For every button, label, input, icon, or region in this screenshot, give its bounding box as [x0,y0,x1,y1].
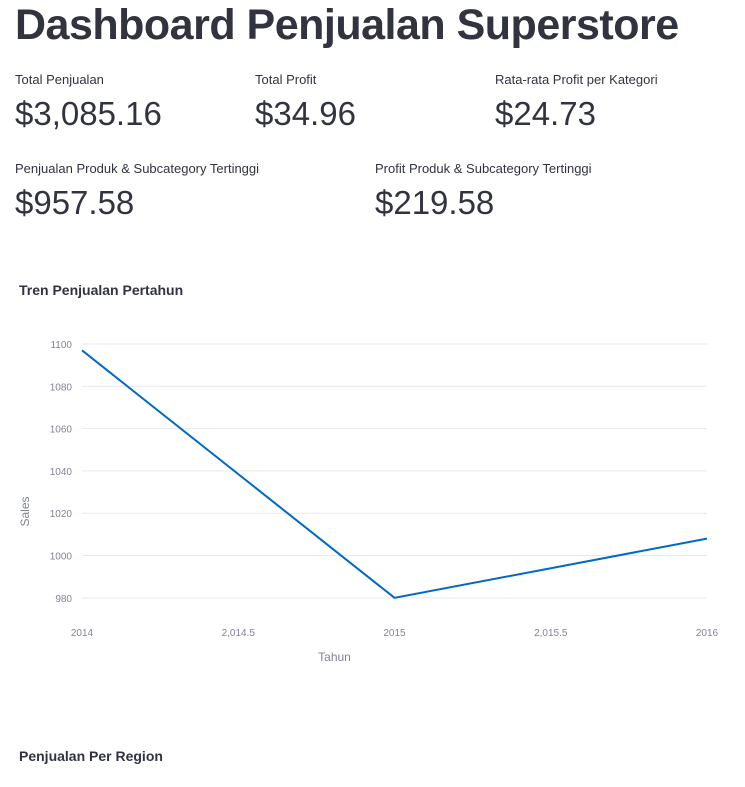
metric-avg-profit-kategori: Rata-rata Profit per Kategori $24.73 [495,72,658,134]
x-tick-label: 2015 [383,628,406,639]
y-tick-label: 1100 [50,340,72,351]
x-tick-label: 2,014.5 [222,628,256,639]
metric-value: $3,085.16 [15,95,162,132]
metric-value: $24.73 [495,95,596,132]
metric-value: $219.58 [375,184,495,221]
x-tick-label: 2014 [71,628,94,639]
x-axis-title: Tahun [318,650,351,664]
metric-profit-tertinggi: Profit Produk & Subcategory Tertinggi $2… [375,161,592,223]
y-tick-label: 1000 [50,552,73,563]
metric-label: Total Profit [255,72,317,87]
x-tick-label: 2,015.5 [534,628,568,639]
y-tick-label: 1040 [50,467,73,478]
y-tick-label: 1080 [50,382,73,393]
metric-total-profit: Total Profit $34.96 [255,72,356,134]
metric-total-penjualan: Total Penjualan $3,085.16 [15,72,162,134]
metric-penjualan-tertinggi: Penjualan Produk & Subcategory Tertinggi… [15,161,259,223]
metric-value: $957.58 [15,184,135,221]
sales-series-line [81,349,708,599]
page-title: Dashboard Penjualan Superstore [15,1,679,49]
y-tick-label: 1020 [50,509,73,520]
metric-label: Total Penjualan [15,72,104,87]
sales-trend-chart-svg: 980 1000 1020 1040 1060 1080 1100 2014 2,014.5 20… [18,340,719,664]
x-tick-label: 2016 [696,628,719,639]
metric-label: Rata-rata Profit per Kategori [495,72,658,87]
y-tick-label: 1060 [50,425,73,436]
y-tick-label: 980 [55,594,72,605]
metric-label: Penjualan Produk & Subcategory Tertinggi [15,161,260,176]
y-axis-title: Sales [18,496,32,526]
trend-section-title: Tren Penjualan Pertahun [19,282,184,298]
sales-trend-chart[interactable]: 980 1000 1020 1040 1060 1080 1100 2014 2,014.5 20… [0,300,745,680]
region-section-title: Penjualan Per Region [19,748,163,764]
metric-value: $34.96 [255,95,356,132]
metric-label: Profit Produk & Subcategory Tertinggi [375,161,592,176]
